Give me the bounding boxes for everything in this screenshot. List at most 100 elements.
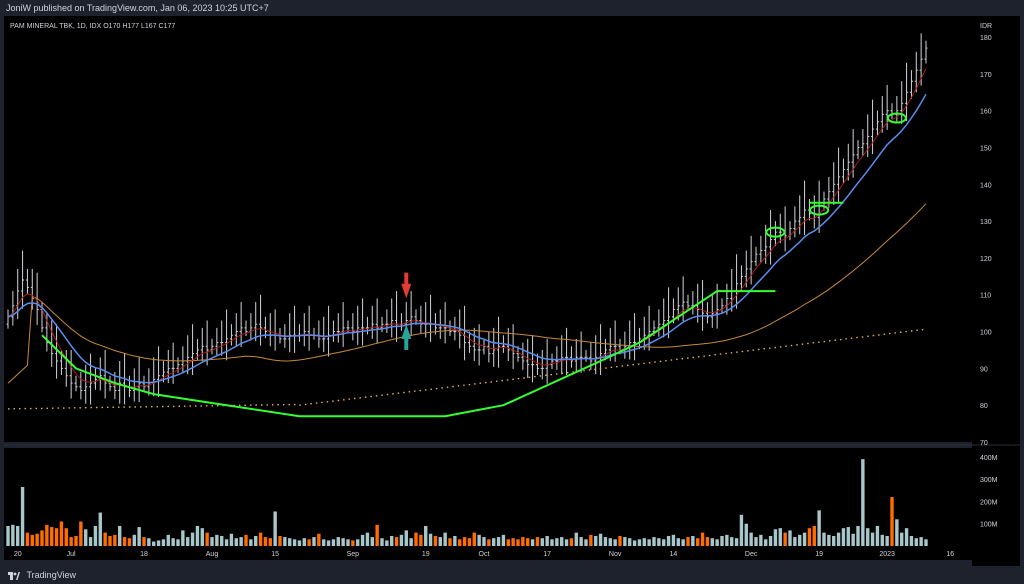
volume-bar: [846, 527, 850, 546]
ohlc-h: H177: [122, 23, 141, 30]
candle: [739, 265, 743, 291]
volume-bar: [866, 528, 870, 546]
volume-bar: [710, 538, 714, 546]
volume-bar: [16, 525, 20, 546]
volume-bar: [875, 525, 880, 546]
volume-bar: [254, 535, 258, 546]
y-tick-label: 180: [980, 35, 992, 42]
volume-bar: [623, 537, 627, 546]
volume-bar: [666, 535, 671, 546]
volume-bar: [555, 538, 559, 546]
volume-bar: [802, 532, 807, 546]
candle: [25, 268, 29, 295]
candle: [803, 180, 807, 236]
candle: [55, 324, 59, 379]
volume-tick-label: 100M: [980, 522, 998, 529]
tradingview-logo-icon[interactable]: [8, 571, 20, 580]
candle: [550, 353, 554, 370]
volume-bar: [773, 529, 778, 546]
volume-bar: [608, 538, 612, 546]
candle: [157, 346, 161, 398]
volume-bar: [924, 539, 928, 546]
tradingview-brand[interactable]: TradingView: [26, 570, 77, 580]
volume-bar: [326, 540, 331, 546]
candle: [579, 331, 583, 373]
volume-bar: [11, 524, 15, 546]
candle: [754, 246, 758, 267]
candle: [336, 313, 340, 343]
x-tick-label: Jul: [67, 551, 76, 558]
volume-bar: [35, 533, 39, 546]
x-tick-label: Dec: [745, 551, 758, 558]
volume-bar: [759, 534, 763, 546]
y-tick-label: 160: [980, 109, 992, 116]
ohlc-o: O170: [103, 23, 122, 30]
candle: [919, 33, 923, 86]
volume-bar: [30, 534, 34, 546]
volume-bar: [424, 525, 428, 546]
price-pane: [4, 16, 972, 442]
candle: [215, 327, 219, 356]
candle: [924, 40, 928, 64]
candle: [744, 250, 748, 288]
volume-bar: [900, 532, 904, 546]
volume-bar: [467, 538, 472, 546]
volume-bar: [662, 539, 666, 546]
x-tick-label: 16: [946, 551, 954, 558]
volume-bar: [307, 539, 311, 546]
volume-bar: [448, 538, 452, 546]
volume-bar: [292, 539, 297, 546]
candle: [705, 302, 709, 324]
volume-bar: [628, 538, 632, 546]
volume-bar: [137, 527, 141, 546]
volume-bar: [807, 528, 812, 546]
ema-mid-line: [7, 93, 927, 384]
volume-bar: [720, 535, 724, 546]
candle: [453, 316, 457, 341]
volume-bar: [526, 538, 530, 546]
volume-bar: [244, 534, 248, 546]
candle: [108, 375, 112, 392]
candle: [516, 346, 520, 362]
volume-bar: [904, 528, 909, 546]
candle: [191, 324, 195, 375]
volume-bar: [365, 532, 370, 546]
candle: [361, 298, 365, 346]
footer-bar: TradingView: [0, 566, 1024, 584]
candle: [487, 331, 491, 363]
volume-bar: [768, 535, 773, 546]
volume-bar: [132, 534, 136, 546]
volume-bar: [210, 537, 214, 546]
volume-bar: [637, 539, 642, 546]
candle: [497, 316, 501, 368]
volume-bar: [764, 539, 768, 546]
volume-bar: [676, 538, 680, 546]
price-chart[interactable]: PAM MINERAL TBK, 1D, IDX O170 H177 L167 …: [0, 16, 1024, 566]
volume-bar: [166, 534, 170, 546]
candle: [322, 316, 326, 353]
volume-bar: [700, 532, 705, 546]
volume-bar: [589, 534, 593, 546]
candle: [254, 302, 258, 342]
volume-bar: [856, 525, 860, 546]
highlight-ellipse: [809, 204, 830, 216]
candle: [798, 195, 802, 235]
volume-bar: [730, 537, 734, 546]
volume-bar: [530, 539, 535, 546]
volume-bar: [492, 538, 496, 546]
candle: [905, 62, 909, 121]
x-tick-label: 17: [543, 551, 551, 558]
candle: [594, 335, 598, 375]
volume-bar: [817, 510, 821, 546]
y-tick-label: 150: [980, 145, 992, 152]
volume-bar: [832, 535, 836, 546]
volume-bar: [462, 537, 467, 546]
volume-bar: [861, 459, 865, 546]
volume-bar: [370, 537, 374, 546]
volume-bar: [215, 534, 219, 546]
candle: [555, 346, 559, 370]
candle: [443, 302, 447, 344]
candle: [259, 294, 263, 346]
volume-bar: [98, 512, 102, 546]
candle: [200, 327, 204, 362]
